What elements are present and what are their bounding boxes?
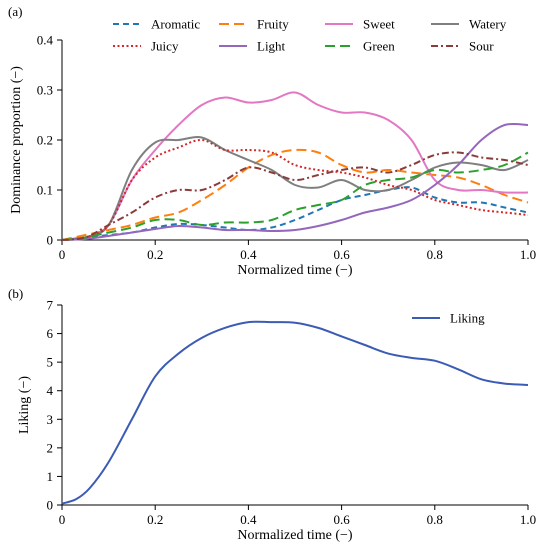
x-tick-label: 0.6 [333, 247, 350, 262]
legend-label-sour: Sour [469, 39, 494, 54]
x-axis-title: Normalized time (−) [237, 528, 353, 543]
series-line-green [61, 151, 529, 241]
x-tick-label: 0.6 [333, 512, 350, 527]
series-line-liking [61, 320, 529, 505]
y-tick-label: 0.1 [37, 183, 53, 198]
x-tick-label: 0.8 [427, 247, 443, 262]
legend-label-liking: Liking [450, 311, 485, 326]
x-tick-label: 0 [59, 247, 66, 262]
y-axis-title: Liking (−) [17, 376, 32, 434]
legend-label-fruity: Fruity [257, 17, 289, 32]
y-tick-label: 6 [47, 326, 54, 341]
x-tick-label: 0.4 [240, 247, 257, 262]
series-line-watery [61, 136, 529, 241]
y-tick-label: 0.3 [37, 83, 53, 98]
y-tick-label: 1 [47, 469, 54, 484]
x-tick-label: 1.0 [520, 247, 536, 262]
legend-label-watery: Watery [469, 17, 507, 32]
y-tick-label: 2 [47, 440, 54, 455]
legend-label-sweet: Sweet [363, 17, 395, 32]
x-axis-title: Normalized time (−) [237, 263, 353, 278]
x-tick-label: 0 [59, 512, 66, 527]
legend-label-light: Light [257, 39, 286, 54]
y-tick-label: 3 [47, 412, 54, 427]
x-tick-label: 1.0 [520, 512, 536, 527]
legend-label-aromatic: Aromatic [151, 17, 200, 32]
chart-panel-2: (b) 0 0.2 0.4 0.6 0.8 1.0 0 1 2 3 4 5 6 7 Normalized ti… [8, 286, 536, 543]
series-line-aromatic [61, 186, 529, 241]
x-tick-label: 0.2 [147, 512, 163, 527]
panel-label: (b) [8, 286, 23, 301]
chart-panel-1: (a)0 0.2 0.4 0.6 0.8 1.000.10.20.30.4Normaliz… [8, 4, 536, 278]
x-tick-label: 0.8 [427, 512, 443, 527]
legend-label-juicy: Juicy [151, 39, 179, 54]
series-line-fruity [61, 148, 529, 241]
legend-label-green: Green [363, 39, 395, 54]
y-tick-label: 7 [47, 298, 54, 313]
y-tick-label: 0.4 [37, 33, 54, 48]
y-tick-label: 5 [47, 355, 54, 370]
panel-label: (a) [8, 4, 22, 19]
y-tick-label: 0 [47, 498, 54, 513]
y-tick-label: 0.2 [37, 133, 53, 148]
y-tick-label: 4 [47, 383, 54, 398]
y-axis-title: Dominance proportion (−) [9, 66, 24, 214]
x-tick-label: 0.4 [240, 512, 257, 527]
series-line-light [61, 122, 529, 241]
y-tick-label: 0 [47, 233, 54, 248]
x-tick-label: 0.2 [147, 247, 163, 262]
